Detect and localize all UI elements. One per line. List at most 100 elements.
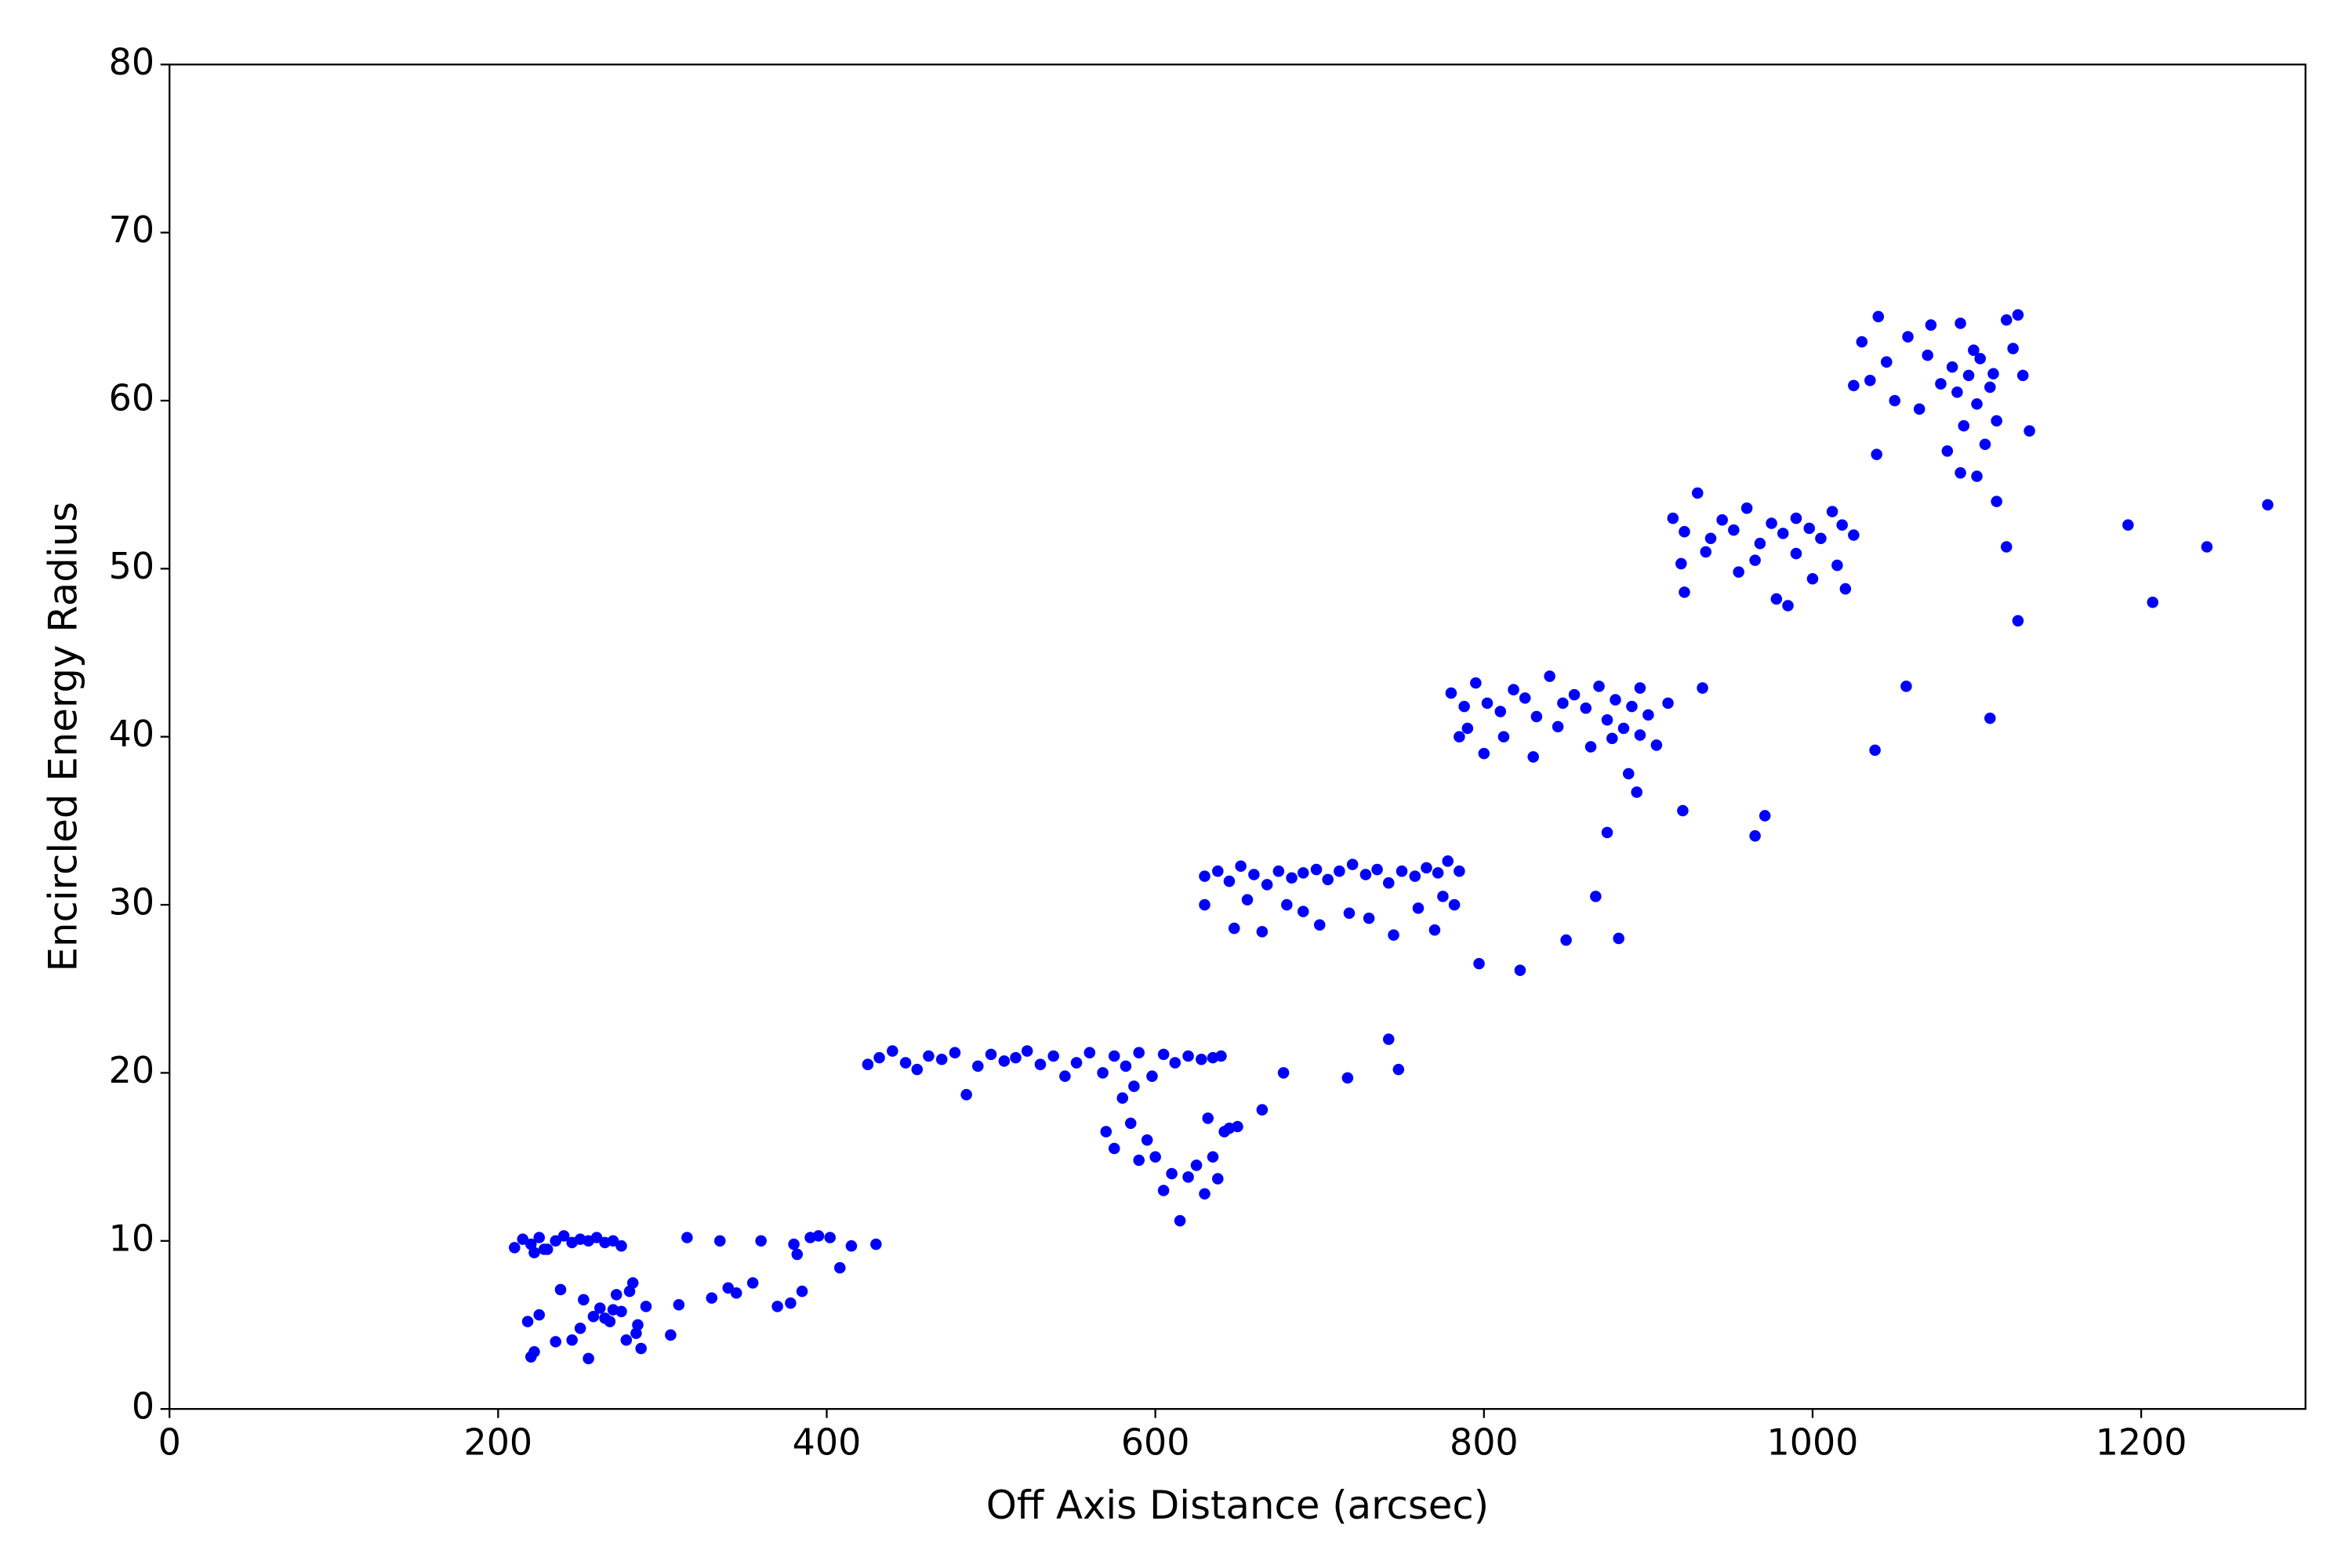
point	[2000, 541, 2013, 553]
point	[1232, 1120, 1243, 1133]
point	[521, 1316, 534, 1327]
point	[1059, 1070, 1071, 1082]
point	[1700, 546, 1712, 558]
point	[706, 1292, 718, 1304]
point	[509, 1242, 521, 1254]
point	[785, 1297, 797, 1309]
point	[1120, 1060, 1132, 1073]
point	[1010, 1051, 1022, 1064]
point	[1454, 731, 1465, 742]
points	[509, 309, 2274, 1365]
point	[1634, 682, 1646, 694]
point	[557, 1230, 570, 1242]
point	[1454, 865, 1465, 877]
point	[1626, 700, 1638, 713]
point	[554, 1283, 567, 1296]
point	[1034, 1058, 1047, 1070]
point	[533, 1308, 546, 1321]
point	[1169, 1057, 1181, 1069]
point	[2262, 499, 2274, 511]
point	[722, 1282, 735, 1294]
point	[1021, 1045, 1033, 1057]
point	[873, 1051, 885, 1064]
point	[673, 1298, 685, 1311]
point	[1261, 879, 1273, 891]
x-tick-label: 400	[793, 1421, 862, 1464]
point	[746, 1277, 759, 1289]
point	[1777, 528, 1789, 539]
point	[1083, 1047, 1096, 1058]
point	[1593, 681, 1605, 692]
point	[1622, 768, 1635, 780]
x-tick-label: 200	[464, 1421, 533, 1464]
point	[1691, 487, 1704, 499]
point	[533, 1232, 546, 1243]
point	[1946, 361, 1958, 373]
point	[1281, 898, 1293, 911]
point	[1826, 506, 1838, 517]
point	[833, 1261, 846, 1274]
y-tick-label: 80	[109, 41, 154, 83]
point	[1124, 1117, 1137, 1129]
point	[1958, 419, 1970, 432]
point	[1199, 1188, 1210, 1200]
point	[2000, 314, 2013, 326]
point	[1759, 810, 1771, 822]
point	[1207, 1151, 1219, 1163]
point	[1716, 514, 1728, 526]
point	[1313, 919, 1326, 931]
point	[2012, 309, 2024, 321]
point	[578, 1294, 590, 1306]
point	[960, 1089, 972, 1101]
point	[1448, 898, 1461, 911]
point	[1935, 378, 1947, 390]
point	[862, 1058, 874, 1070]
point	[1363, 912, 1375, 924]
point	[1831, 559, 1843, 572]
point	[1728, 524, 1740, 536]
x-tick-label: 0	[158, 1421, 181, 1464]
point	[566, 1334, 578, 1346]
point	[923, 1050, 935, 1062]
point	[1806, 572, 1819, 585]
point	[1322, 873, 1334, 886]
point	[1047, 1050, 1059, 1062]
point	[1277, 1067, 1290, 1079]
point	[1478, 747, 1490, 760]
x-tick-label: 600	[1121, 1421, 1190, 1464]
point	[1100, 1126, 1112, 1138]
point	[1128, 1080, 1140, 1092]
point	[2012, 615, 2024, 627]
point	[1987, 368, 1999, 379]
point	[1872, 310, 1885, 323]
point	[824, 1232, 836, 1243]
point	[1421, 862, 1432, 874]
point	[1925, 319, 1937, 331]
point	[771, 1301, 783, 1312]
point	[796, 1285, 808, 1298]
point	[623, 1285, 636, 1298]
y-tick-label: 20	[109, 1049, 154, 1091]
point	[1388, 929, 1399, 941]
point	[665, 1329, 677, 1341]
point	[1392, 1063, 1405, 1076]
point	[911, 1063, 924, 1076]
point	[1442, 855, 1454, 867]
point	[1951, 387, 1963, 398]
point	[1157, 1185, 1170, 1196]
point	[899, 1057, 912, 1069]
point	[1508, 684, 1519, 695]
point	[1544, 670, 1555, 682]
point	[1984, 712, 1996, 724]
point	[845, 1240, 858, 1252]
point	[2201, 541, 2213, 553]
point	[1984, 381, 1996, 394]
point	[528, 1247, 540, 1259]
point	[640, 1301, 652, 1312]
point	[1580, 702, 1592, 714]
y-tick-label: 50	[109, 545, 154, 587]
point	[1473, 957, 1485, 970]
point	[1445, 687, 1457, 699]
point	[1557, 697, 1569, 710]
